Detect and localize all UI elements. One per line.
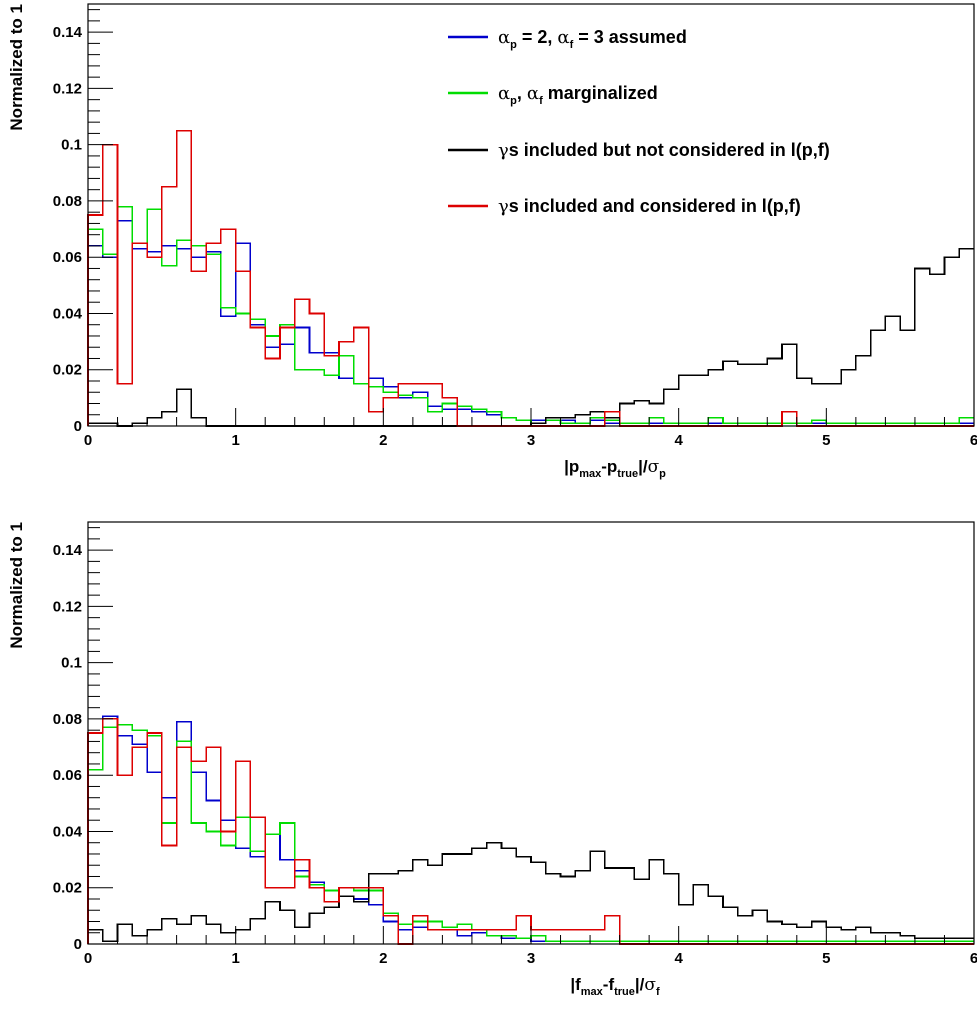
x-tick-label: 6 — [970, 950, 977, 967]
legend: αp = 2, αf = 3 assumed αp, αf marginalize… — [448, 27, 830, 217]
x-tick-label: 1 — [231, 950, 239, 967]
y-tick-label: 0.08 — [53, 193, 82, 210]
x-tick-label: 5 — [822, 432, 830, 449]
y-tick-label: 0 — [74, 936, 82, 953]
x-axis-title: |pmax-ptrue|/σp — [564, 457, 666, 480]
x-tick-label: 4 — [674, 432, 683, 449]
y-tick-label: 0.1 — [61, 137, 82, 154]
histogram-green-line — [87, 723, 974, 944]
x-tick-label: 3 — [527, 432, 535, 449]
y-tick-label: 0.08 — [53, 711, 82, 728]
legend-label-black: γs included but not considered in l(p,f) — [498, 140, 830, 161]
x-tick-label: 3 — [527, 950, 535, 967]
x-tick-label: 2 — [379, 950, 387, 967]
panel-bottom: 0 0.02 0.04 0.06 0.08 0.1 0.12 0.14 0 1 2 3 4 5 6 Norma… — [7, 521, 977, 998]
legend-label-green: αp, αf marginalized — [498, 83, 658, 107]
y-tick-label: 0.02 — [53, 362, 82, 379]
x-tick-label: 1 — [231, 432, 239, 449]
y-tick-label: 0.14 — [53, 24, 83, 41]
y-tick-label: 0.1 — [61, 655, 82, 672]
y-axis-title: Normalized to 1 — [7, 522, 26, 649]
histogram-red-line — [87, 718, 974, 945]
x-tick-label: 6 — [970, 432, 977, 449]
y-tick-label: 0.02 — [53, 880, 82, 897]
x-tick-label: 2 — [379, 432, 387, 449]
histogram-red-line — [87, 129, 974, 427]
x-tick-label: 5 — [822, 950, 830, 967]
y-axis-title: Normalized to 1 — [7, 4, 26, 131]
legend-label-red: γs included and considered in l(p,f) — [498, 196, 801, 217]
legend-label-blue: αp = 2, αf = 3 assumed — [498, 27, 687, 51]
x-tick-label: 4 — [674, 950, 683, 967]
y-tick-label: 0.04 — [53, 823, 83, 840]
histogram-black-line — [87, 841, 974, 944]
panel-top: 0 0.02 0.04 0.06 0.08 0.1 0.12 0.14 0 1 2 3 4 5 6 Norma… — [7, 3, 977, 480]
y-tick-label: 0.14 — [53, 542, 83, 559]
plot-frame — [87, 521, 975, 945]
x-tick-label: 0 — [84, 432, 92, 449]
y-tick-label: 0.06 — [53, 249, 82, 266]
histogram-blue-line — [87, 219, 974, 426]
x-axis-title: |fmax-ftrue|/σf — [570, 975, 660, 998]
y-tick-label: 0 — [74, 418, 82, 435]
y-tick-label: 0.04 — [53, 305, 83, 322]
y-tick-label: 0.12 — [53, 80, 82, 97]
y-tick-label: 0.06 — [53, 767, 82, 784]
y-tick-label: 0.12 — [53, 598, 82, 615]
x-tick-label: 0 — [84, 950, 92, 967]
